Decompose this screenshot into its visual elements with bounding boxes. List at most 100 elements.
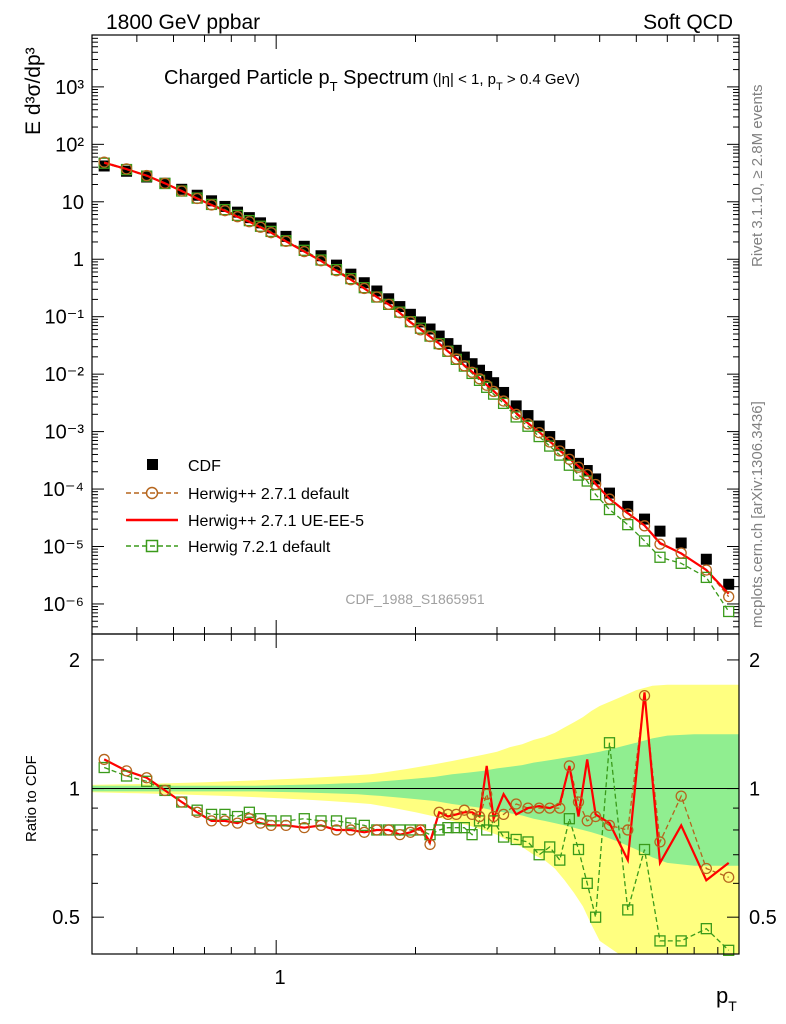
main-ticks (91, 34, 740, 635)
h721-main-point (723, 605, 735, 618)
ratio-y-axis-label: Ratio to CDF (23, 755, 40, 842)
legend: CDF Herwig++ 2.7.1 default Herwig++ 2.7.… (126, 458, 364, 556)
cdf-data-point (450, 344, 462, 356)
cdf-data-point (458, 351, 470, 363)
h721-main-point (544, 440, 556, 452)
h271-default-main-point (522, 418, 534, 430)
ratio-series-layer (98, 689, 735, 956)
h271-default-ratio-point (424, 838, 436, 851)
h721-ratio-point (280, 815, 292, 827)
h721-ratio-point (675, 935, 687, 947)
h271-default-ratio-point (603, 819, 616, 832)
h271-default-ratio-point (675, 790, 687, 802)
h271-default-main-point (442, 345, 454, 357)
h271-default-ratio-point (371, 824, 383, 836)
h271-default-main-point (330, 265, 343, 277)
main-y-tick-label: 10² (55, 134, 84, 156)
h271-default-main-point (219, 205, 231, 217)
h271-default-main-point (638, 520, 651, 532)
h271-default-main-point (298, 245, 310, 258)
h271-default-ratio-point (414, 824, 427, 836)
cdf-data-point (219, 200, 231, 212)
h271-default-ratio-point (589, 810, 602, 823)
h721-ratio-point (205, 808, 218, 821)
legend-label-h721: Herwig 7.2.1 default (188, 539, 331, 556)
h721-ratio-point (510, 833, 522, 846)
h721-ratio-line (103, 742, 730, 951)
h271-default-main-point (473, 373, 486, 385)
h721-ratio-point (98, 761, 110, 774)
h271-default-ratio-point (442, 808, 454, 821)
main-y-tick-label: 10 (62, 192, 84, 214)
h271-default-main-point (254, 221, 267, 233)
h721-ratio-point (554, 854, 566, 866)
h271-ueee5-ratio-line (103, 692, 730, 883)
h721-ratio-point (544, 841, 556, 853)
h271-default-main-point (404, 316, 417, 328)
side-label-rivet: Rivet 3.1.10, ≥ 2.8M events (749, 85, 766, 268)
h271-default-ratio-point (141, 772, 153, 784)
h271-default-main-point (280, 235, 292, 247)
h271-default-ratio-point (205, 815, 218, 827)
x-axis-label-sub: T (728, 998, 737, 1014)
ratio-y-tick-label-right: 2 (749, 650, 760, 672)
cdf-data-point (603, 487, 615, 499)
h721-ratio-point (450, 822, 462, 834)
h271-default-main-point (581, 468, 593, 481)
main-y-tick-label: 10⁻⁵ (43, 537, 84, 559)
title-cut-sub: T (496, 81, 503, 93)
cdf-data-point (121, 165, 133, 177)
cdf-data-point (488, 377, 500, 389)
ratio-y-tick-label-left: 1 (69, 779, 80, 801)
ratio-y-tick-label-left: 2 (69, 650, 80, 672)
h721-ratio-point (141, 775, 153, 787)
analysis-watermark: CDF_1988_S1865951 (345, 591, 485, 607)
h271-default-main-point (675, 547, 687, 559)
h271-default-main-point (533, 426, 545, 439)
main-y-axis-label: E d³σ/dp³ (22, 47, 45, 135)
cdf-data-point (176, 183, 188, 195)
h271-default-main-point (141, 169, 153, 182)
h271-default-ratio-point (159, 784, 171, 797)
cdf-data-point (481, 371, 493, 383)
h271-default-main-point (589, 478, 602, 491)
cdf-data-point (700, 553, 712, 565)
h721-ratio-point (603, 737, 616, 749)
ratio-inner-band (92, 734, 739, 866)
h271-default-ratio-point (98, 753, 110, 766)
cdf-data-point (424, 323, 436, 335)
main-y-tick-label: 10⁻⁶ (43, 594, 84, 616)
h271-default-main-point (481, 379, 493, 391)
main-y-tick-labels: 10⁻⁶ 10⁻⁵ 10⁻⁴ 10⁻³ 10⁻² 10⁻¹ 1 10 10² 10³ (43, 77, 85, 616)
h721-ratio-point (700, 923, 712, 935)
main-panel: 10⁻⁶ 10⁻⁵ 10⁻⁴ 10⁻³ 10⁻² 10⁻¹ 1 10 10² 10³ (43, 34, 740, 635)
h271-default-ratio-point (572, 796, 585, 808)
cdf-data-point (141, 171, 153, 183)
h271-default-ratio-point (358, 826, 370, 838)
h271-default-ratio-point (120, 765, 133, 777)
h721-main-point (654, 551, 666, 563)
h271-default-main-point (345, 274, 357, 286)
title-cut-b: > 0.4 GeV) (503, 71, 580, 88)
side-label-mcplots: mcplots.cern.ch [arXiv:1306.3436] (749, 401, 766, 628)
title-main: Charged Particle p (164, 67, 330, 89)
h271-default-ratio-point (254, 817, 267, 829)
h271-default-main-point (622, 508, 634, 520)
h271-default-ratio-point (298, 822, 310, 834)
h271-default-ratio-point (315, 819, 327, 832)
main-y-tick-label: 10³ (55, 77, 84, 99)
h271-default-ratio-point (176, 796, 188, 808)
h721-ratio-point (219, 808, 231, 821)
h271-default-main-point (424, 330, 436, 343)
h721-ratio-point (589, 911, 602, 923)
ratio-outer-band (92, 684, 739, 954)
cdf-data-point (371, 285, 383, 297)
h271-default-main-point (700, 564, 712, 576)
x-tick-label-1: 1 (274, 967, 285, 989)
x-axis-label-main: p (716, 983, 728, 1008)
h721-ratio-point (723, 944, 735, 956)
h721-ratio-point (487, 815, 500, 827)
cdf-data-point (622, 500, 634, 512)
h271-default-main-point (654, 538, 666, 550)
cdf-data-point (433, 330, 445, 342)
